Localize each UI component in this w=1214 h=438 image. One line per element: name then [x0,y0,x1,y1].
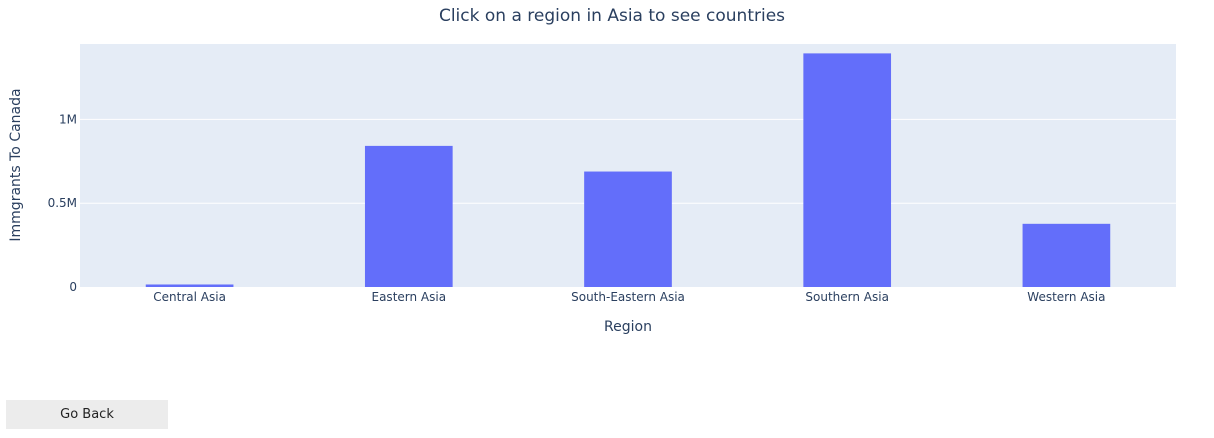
bar-western-asia[interactable] [1022,223,1111,287]
x-tick-label: Western Asia [1027,290,1105,304]
x-tick-label: Eastern Asia [372,290,447,304]
bar-chart: Click on a region in Asia to see countri… [8,6,1176,335]
bar-eastern-asia[interactable] [364,145,453,287]
bar-southern-asia[interactable] [803,53,892,287]
x-tick-label: South-Eastern Asia [571,290,685,304]
chart-title: Click on a region in Asia to see countri… [439,6,785,26]
y-tick-label: 1M [59,112,77,126]
x-tick-label: Southern Asia [805,290,889,304]
x-tick-label: Central Asia [153,290,226,304]
go-back-button[interactable]: Go Back [6,400,168,429]
bar-south-eastern-asia[interactable] [584,171,672,287]
bar-central-asia[interactable] [145,284,234,287]
y-tick-label: 0.5M [48,196,77,210]
y-axis-title: Immgrants To Canada [8,88,24,241]
y-tick-label: 0 [69,280,77,294]
x-axis-title: Region [604,319,652,335]
